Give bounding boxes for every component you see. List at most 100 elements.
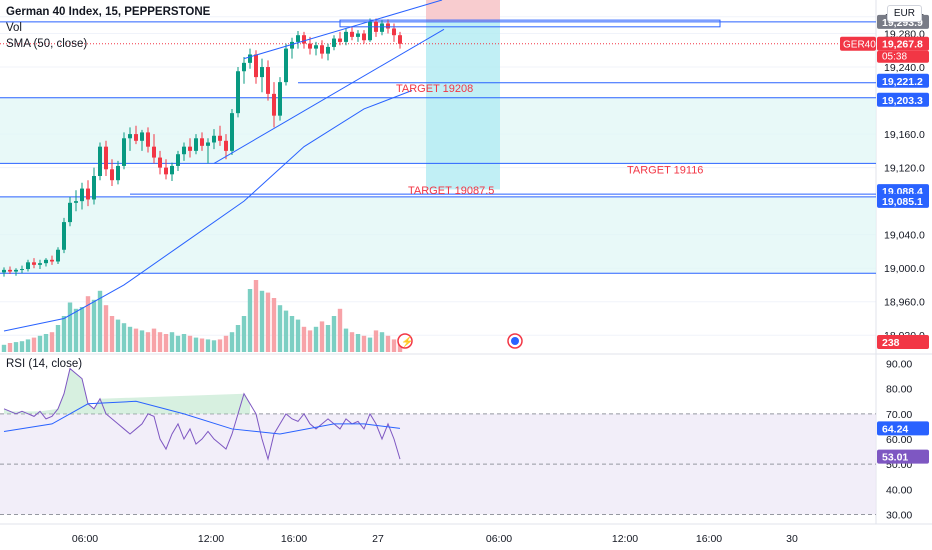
candle-body[interactable]: [110, 169, 114, 181]
candle-body[interactable]: [362, 33, 366, 41]
candle-body[interactable]: [170, 165, 174, 175]
candle-body[interactable]: [296, 35, 300, 42]
candle-body[interactable]: [140, 132, 144, 141]
candle-body[interactable]: [260, 67, 264, 78]
candle-body[interactable]: [266, 67, 270, 94]
candle-body[interactable]: [338, 38, 342, 42]
candle-body[interactable]: [314, 45, 318, 49]
candle-body[interactable]: [32, 262, 36, 265]
volume-bar: [13, 342, 19, 352]
candle-body[interactable]: [278, 82, 282, 116]
candle-body[interactable]: [122, 138, 126, 166]
candle-body[interactable]: [86, 188, 90, 200]
candle-body[interactable]: [188, 146, 192, 151]
volume-bar: [151, 328, 157, 352]
candle-body[interactable]: [56, 249, 60, 262]
candle-body[interactable]: [368, 21, 372, 41]
candle-body[interactable]: [98, 146, 102, 176]
candle-body[interactable]: [182, 146, 186, 155]
candle-body[interactable]: [14, 269, 18, 272]
symbol-tag-bg: [840, 36, 876, 51]
volume-bar: [307, 330, 313, 352]
price-tick-label: 18,960.0: [884, 297, 925, 309]
volume-bar: [145, 332, 151, 352]
volume-bar: [355, 334, 361, 352]
candle-body[interactable]: [248, 54, 252, 63]
candle-body[interactable]: [2, 269, 6, 273]
volume-bar: [205, 339, 211, 352]
volume-bar: [337, 308, 343, 352]
target-annotation: TARGET 19208: [396, 83, 473, 95]
candle-body[interactable]: [350, 31, 354, 37]
channel-lower-line[interactable]: [213, 28, 445, 164]
candle-body[interactable]: [356, 33, 360, 37]
candle-body[interactable]: [230, 113, 234, 151]
resistance-box[interactable]: [339, 19, 721, 28]
candle-body[interactable]: [272, 93, 276, 116]
candle-body[interactable]: [326, 46, 330, 54]
volume-bar: [343, 328, 349, 352]
volume-bar: [7, 343, 13, 352]
price-badge: 19,203.3: [882, 95, 923, 107]
currency-button[interactable]: EUR: [886, 5, 922, 22]
candle-body[interactable]: [20, 269, 24, 271]
candle-body[interactable]: [344, 31, 348, 42]
channel-upper-line[interactable]: [243, 0, 443, 60]
candle-body[interactable]: [254, 54, 258, 78]
candle-body[interactable]: [284, 48, 288, 83]
time-tick-label: 06:00: [72, 533, 98, 545]
candle-body[interactable]: [380, 23, 384, 32]
candle-body[interactable]: [308, 43, 312, 49]
candle-body[interactable]: [92, 176, 96, 200]
price-badge-bg: [877, 335, 929, 349]
candle-body[interactable]: [290, 41, 294, 49]
volume-bar: [277, 305, 283, 352]
candle-body[interactable]: [134, 134, 138, 141]
candle-body[interactable]: [128, 134, 132, 139]
volume-bar: [331, 316, 337, 352]
candle-body[interactable]: [302, 35, 306, 44]
candle-body[interactable]: [146, 132, 150, 147]
candle-body[interactable]: [242, 62, 246, 72]
candle-body[interactable]: [164, 167, 168, 175]
candle-body[interactable]: [386, 23, 390, 29]
candle-body[interactable]: [152, 146, 156, 158]
volume-bar: [265, 292, 271, 352]
candle-body[interactable]: [8, 269, 12, 272]
candle-body[interactable]: [74, 201, 78, 203]
target-annotation: TARGET 19087.5: [408, 185, 494, 197]
candle-body[interactable]: [62, 222, 66, 250]
lightning-event-icon[interactable]: [397, 333, 413, 349]
candle-body[interactable]: [26, 262, 30, 270]
candle-body[interactable]: [68, 202, 72, 223]
rsi-overbought-fill: [4, 368, 250, 414]
candle-body[interactable]: [206, 142, 210, 146]
candle-body[interactable]: [104, 146, 108, 170]
candle-body[interactable]: [44, 259, 48, 264]
candle-body[interactable]: [224, 140, 228, 151]
candle-body[interactable]: [176, 154, 180, 166]
volume-bar: [175, 335, 181, 352]
candle-body[interactable]: [194, 138, 198, 151]
rsi-badge-bg: [877, 421, 929, 436]
candle-body[interactable]: [332, 38, 336, 47]
candle-body[interactable]: [50, 259, 54, 262]
candle-body[interactable]: [236, 71, 240, 114]
stop-loss-zone: [426, 0, 500, 22]
candle-body[interactable]: [218, 135, 222, 141]
price-badge-bg: [877, 73, 929, 88]
candle-body[interactable]: [158, 157, 162, 168]
target-annotation: TARGET 19116: [627, 164, 703, 176]
candle-body[interactable]: [200, 138, 204, 146]
volume-bar: [349, 332, 355, 352]
candle-body[interactable]: [212, 135, 216, 143]
price-badge-bg: [877, 193, 929, 208]
candle-body[interactable]: [392, 28, 396, 36]
candle-body[interactable]: [320, 45, 324, 54]
candle-body[interactable]: [116, 165, 120, 181]
candle-body[interactable]: [398, 35, 402, 44]
candle-body[interactable]: [38, 263, 42, 265]
candle-body[interactable]: [80, 188, 84, 202]
volume-bar: [301, 326, 307, 352]
